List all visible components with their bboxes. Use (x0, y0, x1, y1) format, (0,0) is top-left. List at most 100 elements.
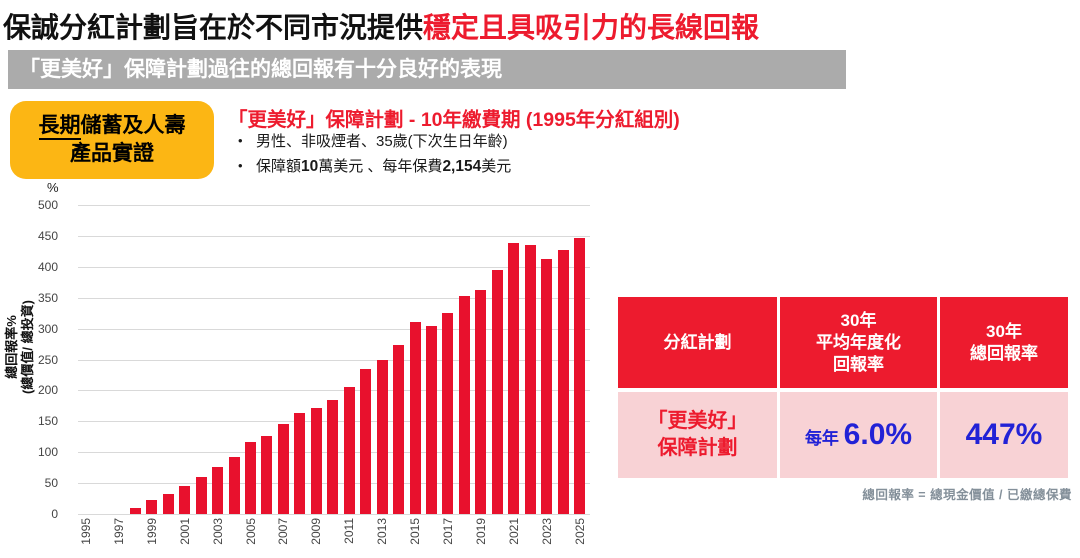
gridline (78, 266, 590, 268)
footnote: 總回報率 = 總現金價值 / 已繳總保費 (862, 488, 1072, 502)
bar-2022 (524, 244, 536, 514)
x-tick-label: 2021 (506, 518, 521, 545)
plan-name-line-1: 「更美好」 (647, 410, 748, 432)
x-tick-label: 2019 (473, 518, 488, 545)
y-tick-label: 400 (37, 259, 58, 274)
badge-underlined-text: 長期 (38, 114, 81, 140)
annualized-return-value: 每年 6.0% (805, 418, 912, 452)
y-tick-label: 250 (37, 352, 58, 367)
bar-2007 (277, 424, 289, 514)
bar-2021 (508, 243, 520, 514)
y-axis-unit-label: % (47, 180, 59, 195)
badge-line-2: 產品實證 (70, 142, 154, 165)
header-annualized-line-1: 30年 (840, 310, 877, 330)
bar-2023 (541, 258, 553, 514)
gridline (78, 205, 590, 206)
bar-2018 (458, 295, 470, 514)
bullet-dot: • (238, 133, 243, 148)
gridline (78, 514, 590, 515)
bar-2019 (475, 290, 487, 514)
x-tick-label: 2009 (309, 518, 324, 545)
x-tick-label: 2003 (210, 518, 225, 545)
y-tick-label: 450 (37, 228, 58, 243)
plan-heading: 「更美好」保障計劃 - 10年繳費期 (1995年分紅組別) (228, 109, 680, 131)
bar-2006 (261, 436, 273, 514)
y-tick-label: 300 (37, 321, 58, 336)
bar-2005 (245, 442, 256, 514)
table-cell-plan-name: 「更美好」 保障計劃 (618, 392, 777, 478)
x-tick-label: 1999 (144, 518, 159, 545)
bar-2011 (343, 386, 355, 514)
total-return-value: 447% (965, 418, 1043, 451)
table-cell-annualized-return: 每年 6.0% (780, 392, 937, 478)
bullet-2-n1: 10 (301, 158, 319, 175)
gridline (78, 297, 590, 299)
subtitle-text: 「更美好」保障計劃過往的總回報有十分良好的表現 (19, 58, 502, 81)
bar-2013 (376, 360, 388, 514)
x-tick-label: 1995 (79, 518, 93, 545)
header-total-line-2: 總回報率 (970, 343, 1038, 363)
bar-2001 (179, 485, 191, 514)
bar-2015 (409, 321, 421, 514)
header-plan-label: 分紅計劃 (663, 332, 732, 352)
gridline (78, 359, 590, 361)
header-total-line-1: 30年 (986, 321, 1022, 341)
gridline (78, 235, 590, 237)
plan-name-line-2: 保障計劃 (657, 437, 738, 459)
page-title: 保誠分紅計劃旨在於不同市況提供穩定且具吸引力的長線回報 (3, 6, 759, 46)
bar-1998 (129, 507, 141, 514)
bar-2010 (327, 399, 339, 514)
bullet-2-p3: 美元 (481, 158, 512, 175)
bullet-2-p1: 保障額 (256, 158, 302, 175)
x-tick-label: 2023 (539, 518, 554, 545)
x-tick-label: 2017 (440, 518, 455, 545)
badge-line-1-rest: 儲蓄及人壽 (80, 114, 186, 137)
header-annualized-line-2: 平均年度化 (816, 332, 901, 352)
gridline (78, 328, 590, 330)
header-annualized-line-3: 回報率 (833, 354, 884, 374)
bullet-item: • 保障額10萬美元 、每年保費2,154美元 (238, 156, 511, 177)
bar-2000 (162, 493, 174, 514)
bar-2002 (195, 476, 207, 514)
bar-2020 (491, 269, 503, 514)
bar-2014 (393, 344, 405, 514)
y-tick-label: 0 (51, 507, 58, 521)
y-tick-label: 350 (37, 290, 58, 305)
bullet-2-n2: 2,154 (442, 158, 482, 175)
annualized-value: 6.0% (843, 418, 913, 451)
bar-2025 (574, 237, 585, 514)
bullet-dot: • (238, 158, 243, 173)
x-tick-label: 2005 (243, 518, 258, 545)
bar-2009 (310, 408, 322, 514)
bar-2004 (228, 456, 240, 514)
x-tick-label: 2013 (375, 518, 390, 545)
badge-line-1: 長期儲蓄及人壽 (10, 112, 214, 140)
x-tick-label: 2015 (408, 518, 422, 545)
bullet-item: • 男性、非吸煙者、35歲(下次生日年齡) (238, 131, 508, 152)
bullet-2-p2: 萬美元 、每年保費 (318, 158, 443, 175)
gridline (78, 390, 590, 392)
bar-2024 (557, 250, 569, 514)
table-cell-total-return: 447% (940, 392, 1068, 478)
table-header-total-return: 30年 總回報率 (940, 297, 1068, 388)
bar-1999 (146, 500, 158, 514)
product-badge: 長期儲蓄及人壽 產品實證 (10, 101, 214, 179)
bar-2003 (212, 467, 224, 514)
page-title-red: 穩定且具吸引力的長線回報 (423, 12, 760, 43)
table-header-annualized-return: 30年 平均年度化 回報率 (780, 297, 937, 388)
y-tick-label: 100 (37, 445, 58, 460)
return-summary-table: 分紅計劃 30年 平均年度化 回報率 30年 總回報率 「更美好」 保障計劃 每… (618, 297, 1068, 478)
annualized-prefix: 每年 (804, 429, 844, 448)
x-tick-label: 1997 (111, 518, 126, 545)
y-tick-label: 500 (37, 198, 58, 212)
subtitle-bar: 「更美好」保障計劃過往的總回報有十分良好的表現 (8, 50, 846, 89)
total-return-bar-chart: % 總回報率% (總價值/ 總投資) 0 50 100 150 200 250 300 350… (0, 178, 648, 558)
table-header-plan: 分紅計劃 (618, 297, 777, 388)
y-tick-label: 200 (37, 383, 58, 398)
x-tick-label: 2007 (276, 518, 291, 545)
bullet-1-text: 男性、非吸煙者、35歲(下次生日年齡) (256, 133, 508, 150)
x-tick-label: 2025 (572, 518, 587, 545)
x-tick-label: 2011 (342, 518, 357, 544)
bar-2008 (294, 413, 306, 514)
